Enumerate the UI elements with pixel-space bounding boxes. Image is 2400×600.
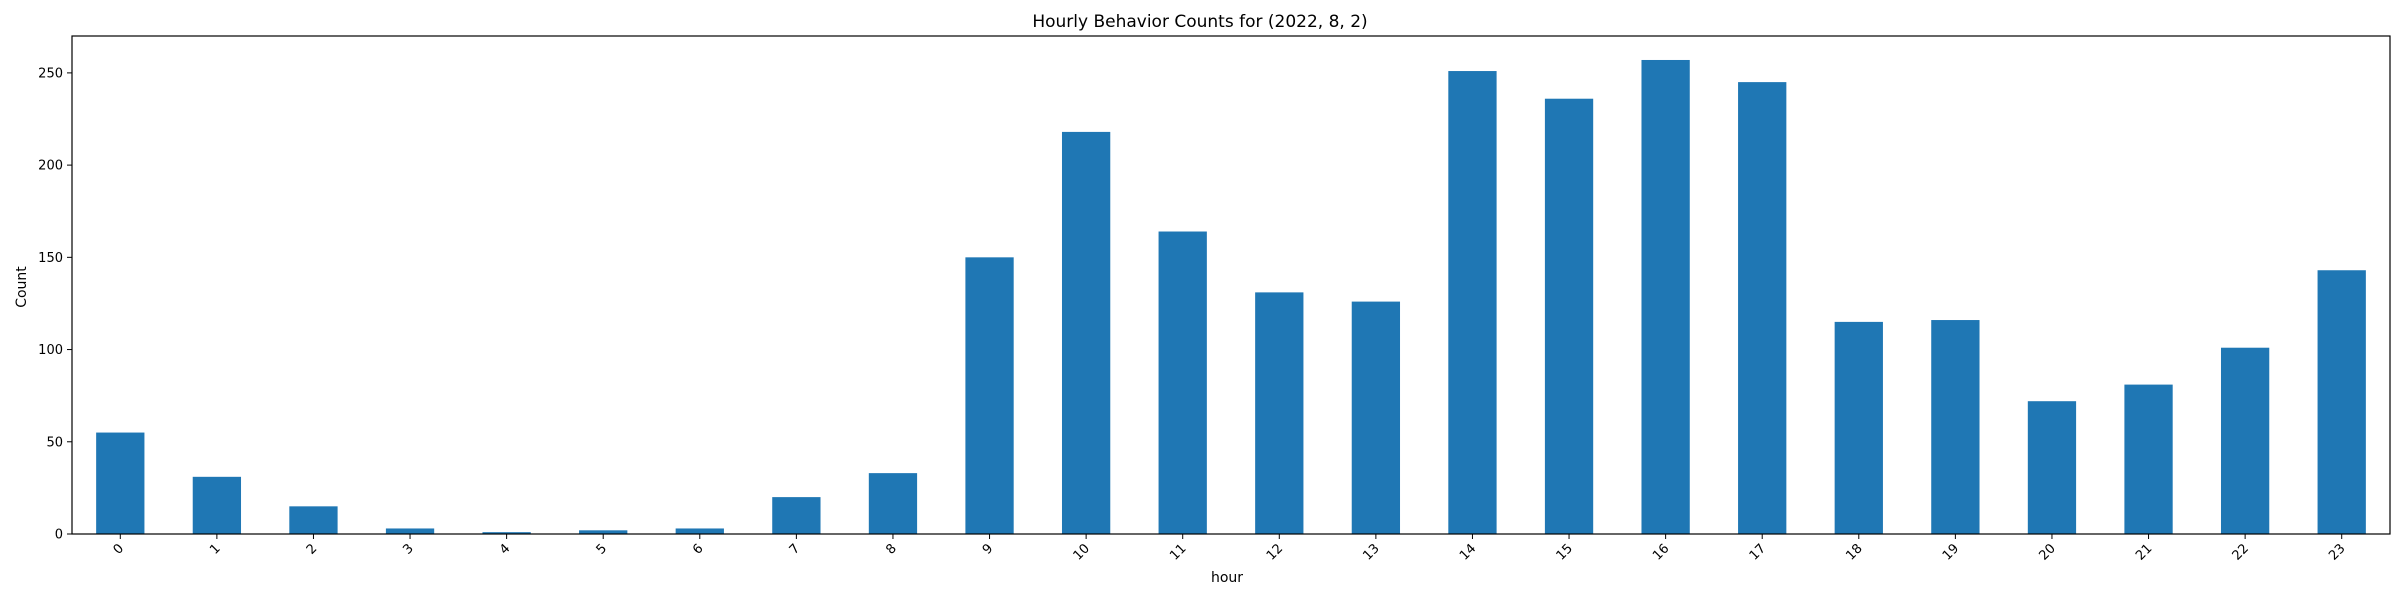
bar-hour-14 — [1448, 71, 1497, 535]
bar-hour-2 — [289, 506, 338, 534]
plot-frame — [71, 35, 2391, 535]
x-tick-label: 21 — [2133, 541, 2155, 563]
bar-hour-7 — [772, 497, 821, 534]
x-tick-label: 11 — [1167, 541, 1189, 563]
x-tick-label: 9 — [980, 541, 996, 557]
x-tick-label: 7 — [787, 541, 803, 557]
bar-hour-6 — [675, 528, 724, 534]
x-tick-label: 6 — [690, 541, 706, 557]
x-tick-label: 23 — [2326, 541, 2348, 563]
x-tick-label: 2 — [304, 541, 320, 557]
bars-group — [96, 59, 2366, 535]
y-tick-label: 100 — [38, 343, 63, 358]
bar-hour-22 — [2220, 347, 2270, 534]
bar-hour-3 — [385, 528, 435, 534]
chart-title: Hourly Behavior Counts for (2022, 8, 2) — [1032, 12, 1367, 32]
bar-hour-4 — [482, 532, 531, 534]
x-ticks-group: 0 1 2 3 4 5 6 7 8 9 10 11 12 13 14 15 16 17 18 19 20 21 22 23 — [111, 534, 2349, 564]
x-tick-label: 20 — [2036, 541, 2058, 563]
x-tick-label: 0 — [111, 541, 127, 557]
x-axis-label: hour — [1211, 570, 1243, 586]
x-tick-label: 18 — [1843, 541, 1865, 563]
bar-hour-17 — [1738, 82, 1787, 534]
bar-hour-23 — [2317, 270, 2366, 534]
x-tick-label: 5 — [594, 541, 610, 557]
bar-hour-12 — [1255, 292, 1304, 534]
bar-hour-20 — [2027, 401, 2077, 534]
bar-hour-16 — [1641, 59, 1690, 534]
x-tick-label: 1 — [207, 541, 223, 557]
bar-hour-5 — [579, 530, 628, 534]
y-tick-label: 250 — [38, 66, 63, 81]
y-tick-label: 200 — [38, 159, 63, 174]
y-tick-label: 150 — [38, 251, 63, 266]
y-tick-label: 0 — [55, 528, 63, 543]
bar-hour-11 — [1158, 231, 1207, 534]
x-tick-label: 19 — [1940, 541, 1962, 563]
bar-hour-8 — [868, 473, 918, 534]
x-tick-label: 14 — [1457, 541, 1479, 563]
y-tick-label: 50 — [46, 435, 63, 450]
bar-hour-1 — [192, 476, 242, 534]
bar-hour-0 — [96, 432, 145, 534]
x-tick-label: 10 — [1071, 541, 1093, 563]
x-tick-label: 16 — [1650, 541, 1672, 563]
y-ticks-group: 0 50 100 150 200 250 — [38, 66, 72, 543]
y-axis-label: Count — [14, 266, 30, 308]
x-tick-label: 4 — [497, 541, 513, 557]
x-tick-label: 8 — [883, 541, 899, 557]
x-tick-label: 17 — [1747, 541, 1769, 563]
x-tick-label: 13 — [1360, 541, 1382, 563]
x-tick-label: 3 — [400, 541, 416, 557]
bar-hour-9 — [965, 257, 1014, 534]
bar-hour-10 — [1061, 131, 1111, 534]
x-tick-label: 15 — [1554, 541, 1576, 563]
x-tick-label: 12 — [1264, 541, 1286, 563]
bar-hour-19 — [1931, 320, 1980, 534]
bar-hour-18 — [1834, 321, 1883, 534]
x-tick-label: 22 — [2230, 541, 2252, 563]
bar-hour-15 — [1544, 98, 1594, 534]
bar-hour-13 — [1351, 301, 1401, 534]
bar-hour-21 — [2124, 384, 2173, 534]
